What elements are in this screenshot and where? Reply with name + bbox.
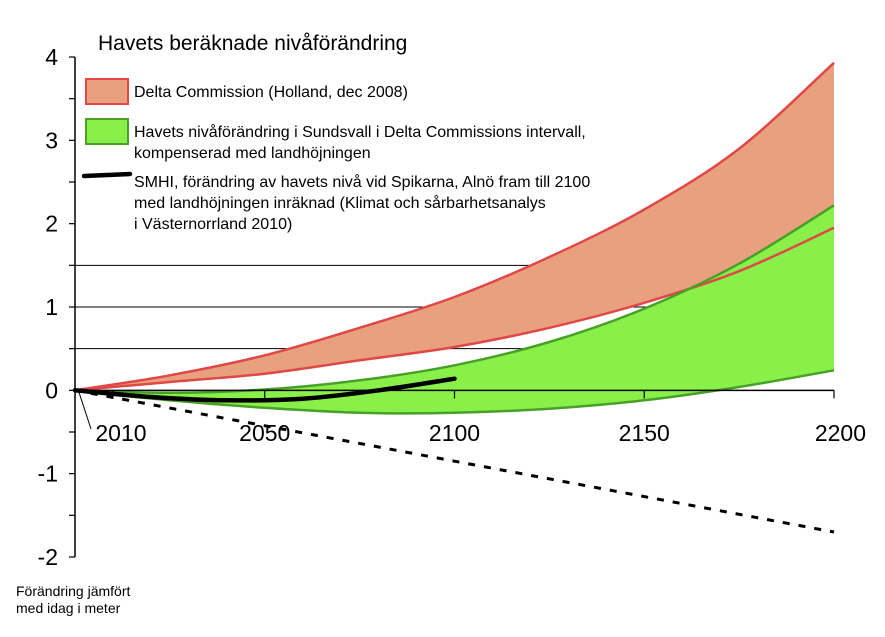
band-upper-line-0 <box>74 61 835 392</box>
legend-label-0: Delta Commission (Holland, dec 2008) <box>134 84 408 101</box>
legend-line: SMHI, förändring av havets nivå vid Spik… <box>134 173 590 191</box>
y-axis-label-line: Förändring jämfört <box>16 583 130 599</box>
band-lower-line-1 <box>74 369 835 415</box>
y-tick-label: 4 <box>45 44 58 70</box>
band-lower-line-0 <box>74 226 835 392</box>
x-tick-label: 2010 <box>95 420 146 446</box>
legend-swatch-2 <box>81 171 133 179</box>
legend-line: i Västernorrland 2010) <box>134 216 292 233</box>
x-tick-label: 2100 <box>429 420 480 446</box>
band-area-0 <box>75 62 834 391</box>
legend-swatch-1 <box>85 118 129 145</box>
band-area-1 <box>75 205 834 414</box>
y-tick-label: -1 <box>38 461 58 487</box>
x-tick-label: 2050 <box>239 420 290 446</box>
smhi-line <box>72 376 457 403</box>
y-tick-label: 0 <box>45 377 58 403</box>
legend-label-2: SMHI, förändring av havets nivå vid Spik… <box>134 173 590 233</box>
x-tick-label: 2200 <box>815 420 866 446</box>
y-tick-label: 2 <box>45 211 58 237</box>
legend-line: med landhöjningen inräknad (Klimat och s… <box>134 194 546 212</box>
y-tick-label: 1 <box>45 294 58 320</box>
chart-title: Havets beräknade nivåförändring <box>98 32 407 55</box>
legend-line: Havets nivåförändring i Sundsvall i Delt… <box>134 123 586 141</box>
legend-line: Delta Commission (Holland, dec 2008) <box>134 84 408 101</box>
legend-label-1: Havets nivåförändring i Sundsvall i Delt… <box>134 123 586 162</box>
band-upper-line-1 <box>74 204 835 395</box>
x-label-leader <box>78 392 92 430</box>
legend-line: kompenserad med landhöjningen <box>134 145 371 162</box>
y-tick-label: 3 <box>45 127 58 153</box>
y-axis-label-line: med idag i meter <box>16 600 121 616</box>
legend-swatch-0 <box>85 78 129 105</box>
axes: 4 3 2 1 0 -1 -2 2010 2050 2100 2150 2200 <box>38 44 866 570</box>
dashed-trend-line <box>74 388 835 534</box>
y-tick-label: -2 <box>38 544 58 570</box>
chart-series <box>72 61 835 534</box>
x-tick-label: 2150 <box>619 420 670 446</box>
y-axis-label: Förändring jämfört med idag i meter <box>16 583 130 616</box>
legend: Delta Commission (Holland, dec 2008) Have… <box>81 78 590 233</box>
